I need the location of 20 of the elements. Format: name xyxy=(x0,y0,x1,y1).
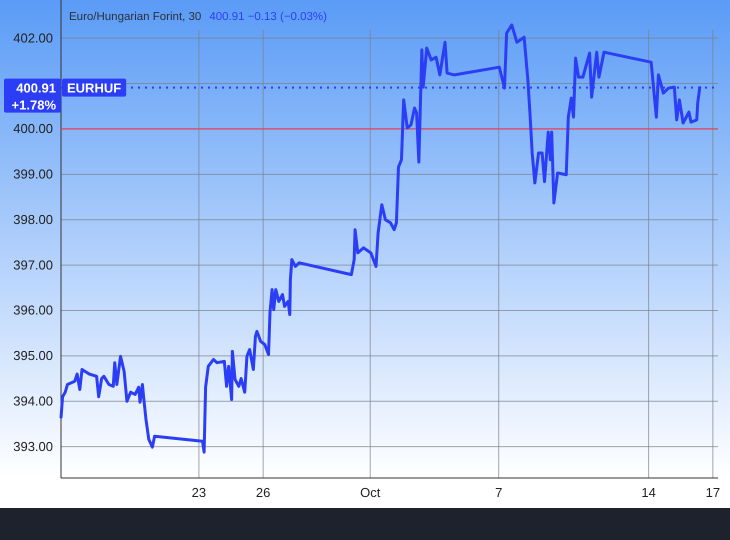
x-tick-label: 26 xyxy=(256,485,270,500)
x-tick-label: Oct xyxy=(360,485,381,500)
y-tick-label: 400.00 xyxy=(13,121,53,136)
ref-line-label: EURHUF xyxy=(67,80,122,96)
text: Euro/Hungarian Forint, 30 xyxy=(69,11,202,23)
text: +1.78% xyxy=(12,98,56,113)
y-tick-label: 396.00 xyxy=(13,302,53,318)
y-tick-label: 394.00 xyxy=(13,393,53,408)
text: 400.91 −0.13 (−0.03%) xyxy=(209,11,328,23)
x-tick-label: 7 xyxy=(495,485,502,500)
x-tick-label: 14 xyxy=(641,485,656,500)
y-tick-label: 393.00 xyxy=(13,438,53,454)
y-tick-label: 398.00 xyxy=(13,212,53,227)
x-tick-label: 23 xyxy=(192,485,206,500)
y-tick-label: 395.00 xyxy=(13,348,53,364)
y-tick-label: 397.00 xyxy=(13,257,53,272)
y-tick-label: 402.00 xyxy=(13,30,53,46)
x-tick-label: 17 xyxy=(706,485,720,500)
text: 400.91 xyxy=(16,80,56,96)
y-tick-label: 399.00 xyxy=(13,166,53,182)
